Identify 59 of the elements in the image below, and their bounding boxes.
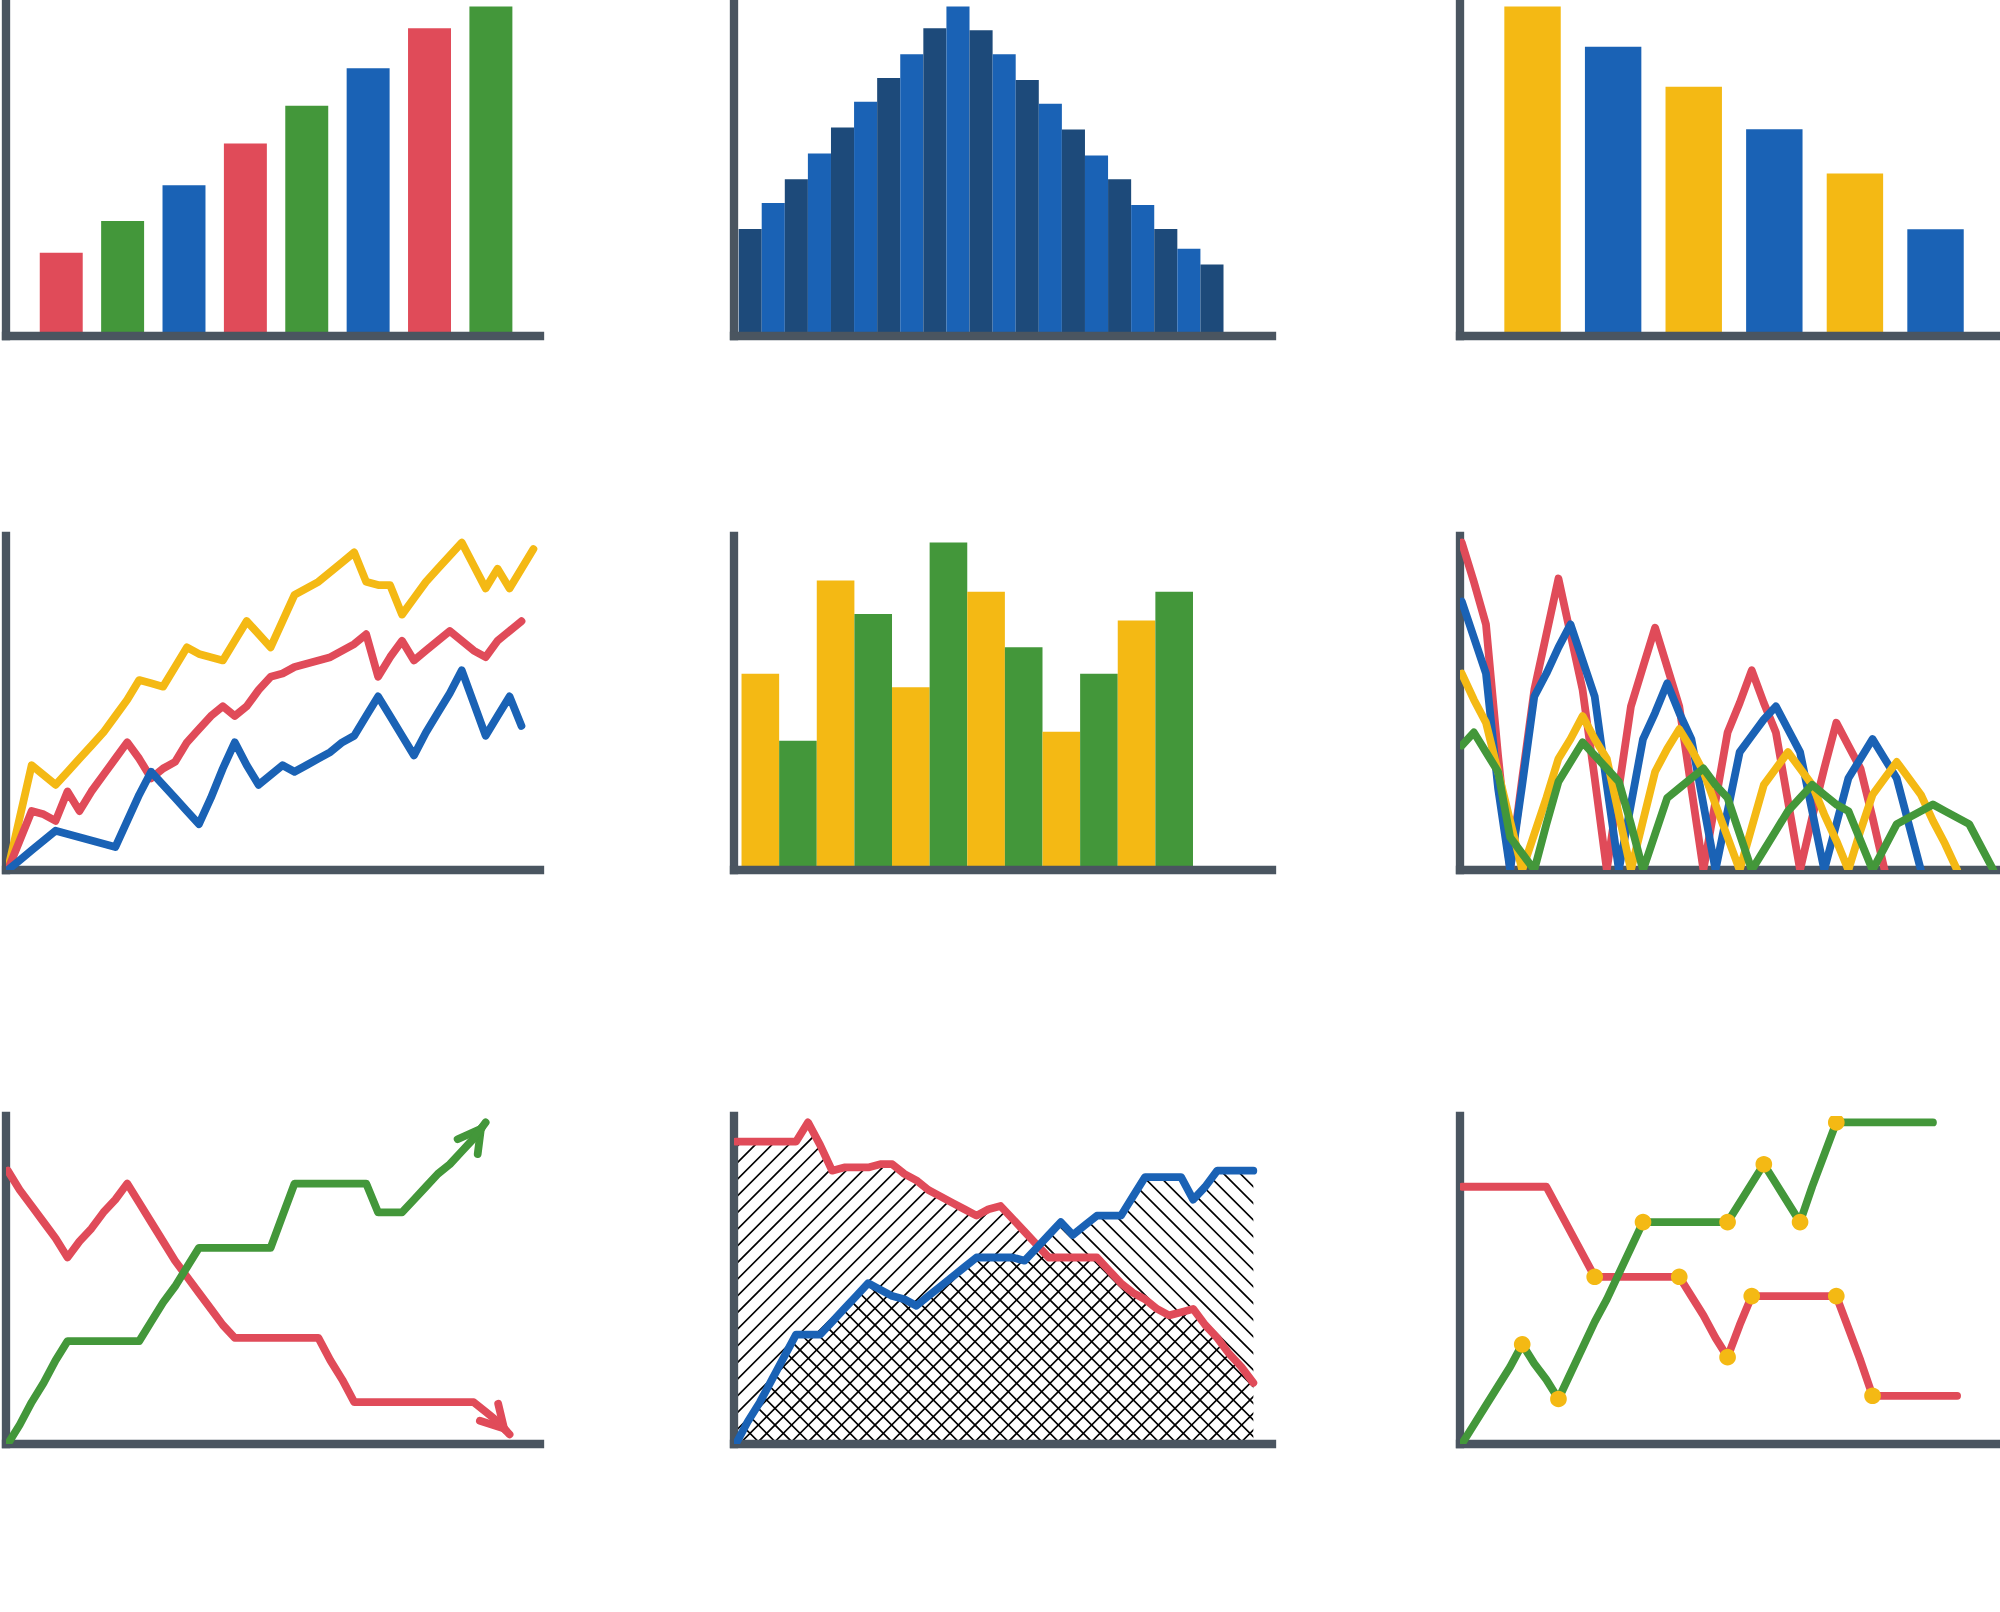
bar bbox=[285, 105, 329, 336]
bar bbox=[1665, 86, 1722, 336]
bar bbox=[807, 153, 831, 336]
point bbox=[1791, 1213, 1809, 1231]
bar bbox=[854, 101, 878, 336]
point bbox=[1586, 1268, 1604, 1286]
bar bbox=[162, 185, 206, 336]
bar bbox=[1826, 173, 1884, 336]
bar bbox=[892, 687, 930, 870]
point bbox=[1719, 1213, 1736, 1231]
point bbox=[1827, 1287, 1845, 1305]
bar bbox=[969, 30, 993, 336]
bar bbox=[738, 228, 762, 336]
bar bbox=[1004, 647, 1043, 870]
point bbox=[1743, 1287, 1761, 1305]
bar bbox=[1117, 620, 1156, 870]
point bbox=[1864, 1387, 1881, 1405]
bar bbox=[1155, 591, 1193, 870]
bar bbox=[408, 28, 451, 336]
bar bbox=[1061, 129, 1085, 336]
bar bbox=[923, 28, 947, 336]
bar bbox=[1200, 264, 1224, 336]
bar bbox=[1131, 204, 1155, 336]
bar bbox=[346, 68, 390, 336]
bar bbox=[900, 54, 924, 336]
bar bbox=[830, 127, 855, 336]
point bbox=[1719, 1348, 1736, 1366]
point bbox=[1670, 1268, 1688, 1286]
bar bbox=[1080, 673, 1118, 870]
bar bbox=[39, 252, 83, 336]
bar bbox=[779, 740, 817, 870]
bar bbox=[101, 221, 145, 336]
bar bbox=[1015, 80, 1039, 336]
bar bbox=[967, 591, 1005, 870]
bar bbox=[1084, 155, 1109, 336]
bar bbox=[946, 6, 970, 336]
point bbox=[1550, 1390, 1567, 1408]
bar bbox=[854, 613, 893, 870]
bar bbox=[877, 78, 901, 336]
bar bbox=[1746, 129, 1803, 336]
bar bbox=[784, 179, 808, 336]
point bbox=[1755, 1155, 1773, 1173]
bar bbox=[992, 54, 1016, 336]
bar bbox=[816, 580, 855, 870]
bar bbox=[1154, 228, 1178, 336]
point bbox=[1634, 1213, 1652, 1231]
bar bbox=[1584, 46, 1642, 336]
bar bbox=[1108, 179, 1132, 336]
bar bbox=[1907, 229, 1964, 336]
bar bbox=[1038, 103, 1062, 336]
bar bbox=[1504, 6, 1561, 336]
bar bbox=[761, 202, 785, 336]
bar bbox=[1177, 248, 1201, 336]
bar bbox=[1042, 731, 1081, 870]
bar bbox=[929, 542, 968, 870]
bar bbox=[223, 143, 267, 336]
point bbox=[1513, 1335, 1531, 1353]
bar bbox=[469, 6, 513, 336]
point bbox=[1827, 1116, 1845, 1131]
